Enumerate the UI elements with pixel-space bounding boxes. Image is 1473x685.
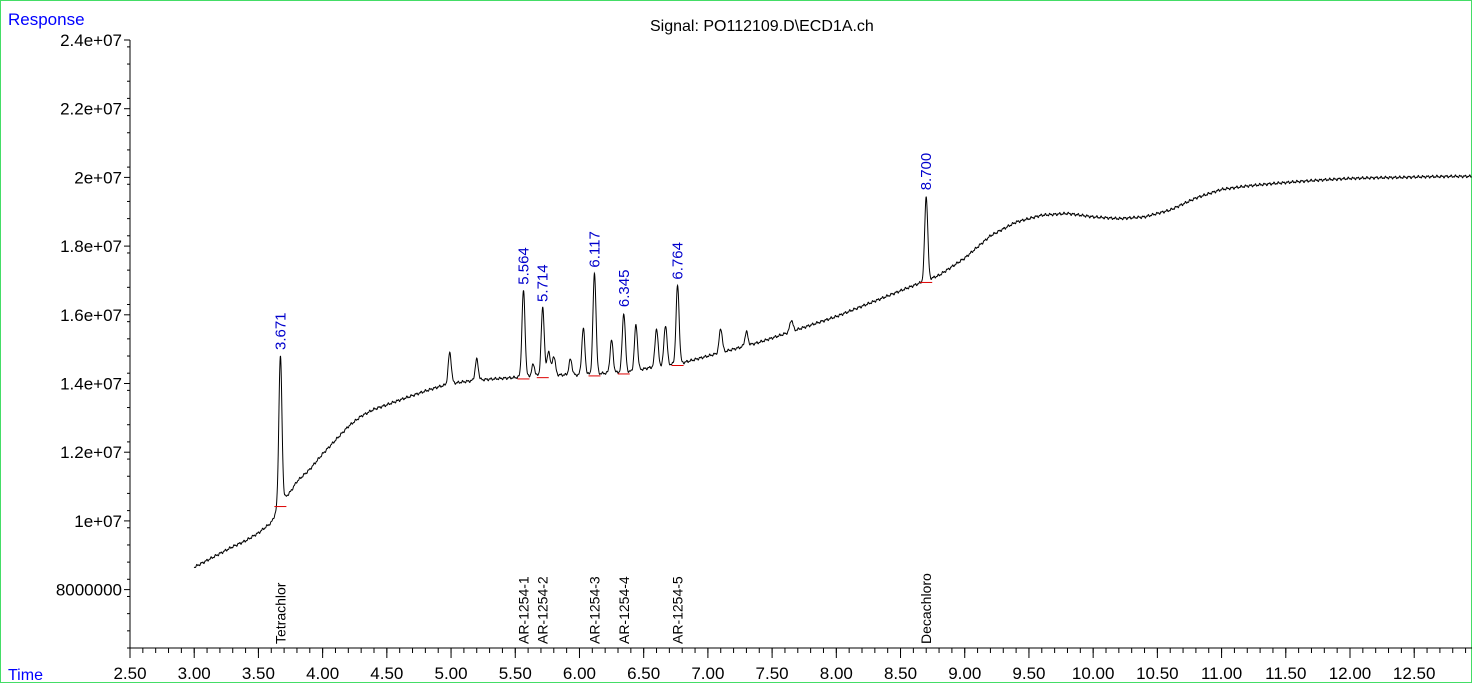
- y-tick-label: 1.2e+07: [60, 443, 122, 462]
- y-tick-label: 8000000: [56, 581, 122, 600]
- compound-label: AR-1254-2: [535, 576, 551, 644]
- x-tick-label: 3.00: [178, 664, 211, 683]
- chromatogram-trace: [193, 174, 1473, 569]
- x-tick-label: 3.50: [242, 664, 275, 683]
- x-tick-label: 6.00: [563, 664, 596, 683]
- x-tick-label: 6.50: [627, 664, 660, 683]
- x-tick-label: 4.50: [370, 664, 403, 683]
- x-tick-label: 12.50: [1393, 664, 1436, 683]
- x-tick-label: 5.00: [435, 664, 468, 683]
- x-axis-label: Time: [8, 667, 43, 684]
- peak-rt-label: 3.671: [272, 312, 289, 350]
- compound-label: AR-1254-4: [616, 576, 632, 644]
- y-tick-label: 1e+07: [74, 512, 122, 531]
- x-tick-label: 4.00: [306, 664, 339, 683]
- compound-label: Tetrachlor: [272, 582, 288, 644]
- y-tick-label: 2e+07: [74, 168, 122, 187]
- compound-label: AR-1254-5: [670, 576, 686, 644]
- y-tick-label: 1.4e+07: [60, 375, 122, 394]
- x-tick-label: 11.00: [1201, 664, 1242, 683]
- y-tick-label: 1.6e+07: [60, 306, 122, 325]
- x-tick-label: 7.00: [691, 664, 724, 683]
- peak-rt-label: 6.117: [586, 231, 603, 267]
- compound-label: AR-1254-3: [586, 576, 602, 644]
- y-tick-label: 2.2e+07: [60, 100, 122, 119]
- y-tick-label: 2.4e+07: [60, 31, 122, 50]
- chart-title: Signal: PO112109.D\ECD1A.ch: [650, 18, 874, 35]
- peak-rt-label: 5.564: [515, 247, 532, 285]
- peak-rt-label: 5.714: [535, 264, 552, 302]
- peak-rt-label: 6.764: [670, 242, 687, 280]
- x-tick-label: 9.50: [1012, 664, 1045, 683]
- y-tick-label: 1.8e+07: [60, 237, 122, 256]
- x-tick-label: 11.50: [1265, 664, 1306, 683]
- compound-label: Decachloro: [918, 573, 934, 644]
- x-tick-label: 10.50: [1136, 664, 1179, 683]
- y-axis-label: Response: [8, 10, 85, 29]
- x-tick-label: 5.50: [499, 664, 532, 683]
- x-tick-label: 7.50: [756, 664, 789, 683]
- x-tick-label: 12.00: [1329, 664, 1372, 683]
- x-tick-label: 10.00: [1072, 664, 1115, 683]
- x-tick-label: 8.50: [884, 664, 917, 683]
- x-tick-label: 9.00: [948, 664, 981, 683]
- x-tick-label: 8.00: [820, 664, 853, 683]
- peak-rt-label: 8.700: [918, 153, 935, 191]
- compound-label: AR-1254-1: [515, 576, 531, 644]
- x-tick-label: 2.50: [113, 664, 146, 683]
- peak-rt-label: 6.345: [616, 270, 633, 308]
